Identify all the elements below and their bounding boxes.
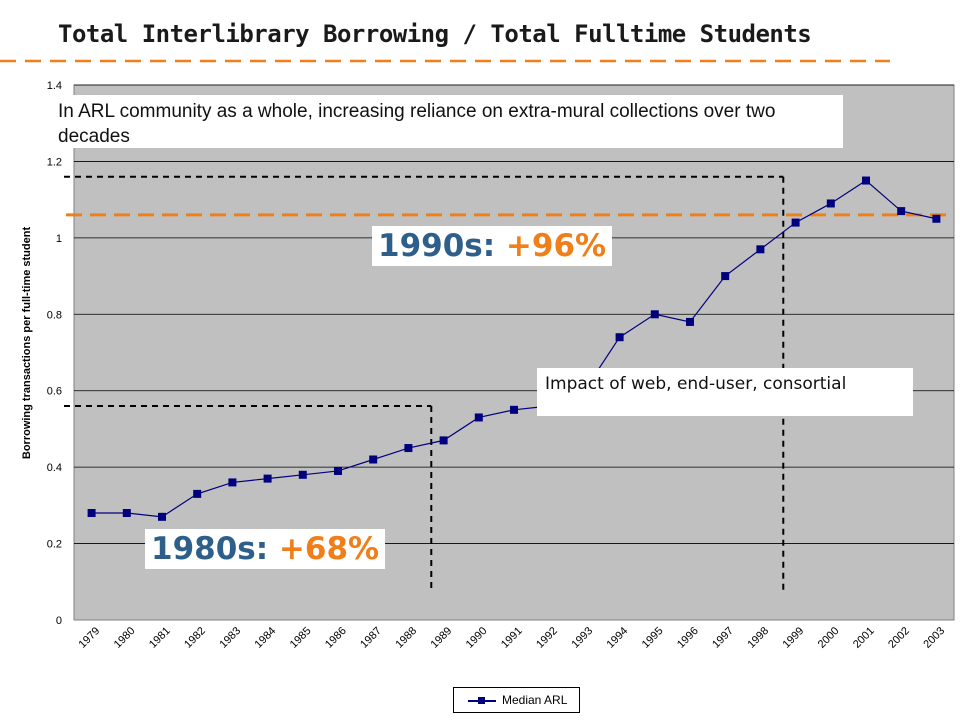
legend-entry-median-arl: Median ARL	[502, 693, 568, 707]
x-axis-ticks: 1979 1980 1981 1982 1983 1984 1985 1986 1987 1988…	[77, 625, 948, 651]
decade-1990s-change: +96%	[505, 228, 607, 264]
x-tick-label: 1981	[147, 625, 173, 651]
x-tick-label: 1997	[710, 625, 736, 651]
data-point	[826, 199, 835, 208]
x-tick-label: 2003	[921, 625, 947, 651]
data-point	[615, 333, 624, 342]
decade-1980s-text: 1980s:	[151, 531, 279, 567]
y-tick-label: 1.4	[47, 80, 62, 92]
legend-marker-swatch	[478, 697, 485, 704]
y-tick-label: 0	[56, 615, 62, 627]
data-point	[228, 478, 237, 487]
x-tick-label: 1986	[323, 625, 349, 651]
data-point	[474, 413, 483, 422]
data-point	[263, 474, 272, 483]
x-tick-label: 1995	[640, 625, 666, 651]
data-point	[158, 512, 166, 521]
y-tick-label: 0.6	[47, 386, 62, 398]
data-point	[193, 489, 202, 498]
x-tick-label: 1991	[499, 625, 525, 651]
x-tick-label: 1990	[464, 625, 490, 651]
data-point	[791, 218, 800, 227]
data-point	[334, 466, 342, 475]
x-tick-label: 1985	[288, 625, 314, 651]
y-tick-label: 0.8	[47, 309, 62, 321]
x-tick-label: 1989	[429, 625, 455, 651]
x-tick-label: 1980	[112, 625, 138, 651]
y-tick-label: 0.2	[47, 539, 62, 551]
note-callout: In ARL community as a whole, increasing …	[50, 95, 843, 148]
data-point	[369, 455, 378, 464]
x-tick-label: 2001	[851, 625, 877, 651]
x-tick-label: 2002	[886, 625, 912, 651]
x-tick-label: 1996	[675, 625, 701, 651]
x-tick-label: 1984	[253, 625, 279, 651]
data-point	[650, 310, 659, 319]
decade-brackets	[64, 175, 785, 592]
y-axis-label: Borrowing transactions per full-time stu…	[21, 227, 33, 460]
data-point	[932, 214, 941, 223]
x-tick-label: 1988	[393, 625, 419, 651]
data-point	[510, 405, 518, 414]
y-tick-label: 1.2	[47, 156, 62, 168]
y-tick-label: 0.4	[47, 462, 62, 474]
data-point	[439, 436, 448, 445]
x-tick-label: 1998	[745, 625, 771, 651]
y-axis-ticks: 0 0.2 0.4 0.6 0.8 1 1.2 1.4	[47, 80, 62, 627]
chart-legend: Median ARL	[453, 687, 580, 713]
x-tick-label: 1983	[217, 625, 243, 651]
x-tick-label: 1994	[605, 625, 631, 651]
data-point	[897, 207, 906, 216]
decade-1990s-text: 1990s:	[378, 228, 506, 264]
x-tick-label: 1993	[569, 625, 595, 651]
x-tick-label: 1987	[358, 625, 384, 651]
data-point	[686, 317, 694, 326]
data-point	[298, 470, 307, 479]
x-tick-label: 1992	[534, 625, 560, 651]
data-point	[721, 272, 730, 281]
decade-1980s-change: +68%	[278, 531, 380, 567]
impact-callout: Impact of web, end-user, consortial	[537, 368, 913, 416]
x-tick-label: 2000	[816, 625, 842, 651]
decade-1990s-label: 1990s: +96%	[372, 226, 613, 266]
x-tick-label: 1999	[781, 625, 807, 651]
data-point	[122, 509, 131, 517]
data-point	[404, 444, 413, 453]
decade-1980s-label: 1980s: +68%	[145, 529, 386, 569]
x-tick-label: 1979	[77, 625, 103, 651]
data-point	[862, 176, 870, 185]
page-title: Total Interlibrary Borrowing / Total Ful…	[58, 20, 812, 48]
data-point	[756, 245, 765, 254]
x-tick-label: 1982	[182, 625, 208, 651]
y-tick-label: 1	[56, 233, 62, 245]
data-point	[87, 509, 96, 517]
